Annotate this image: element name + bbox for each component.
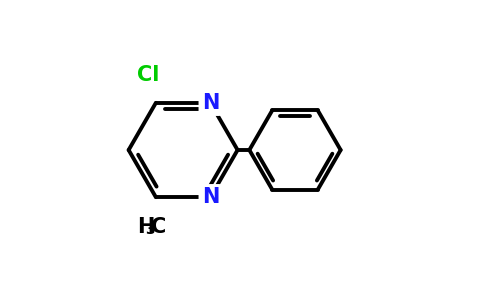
Text: N: N xyxy=(202,187,219,207)
Text: Cl: Cl xyxy=(137,65,160,85)
Text: 3: 3 xyxy=(146,224,155,237)
Text: H: H xyxy=(137,217,154,237)
Text: C: C xyxy=(151,217,166,237)
Text: N: N xyxy=(202,93,219,113)
